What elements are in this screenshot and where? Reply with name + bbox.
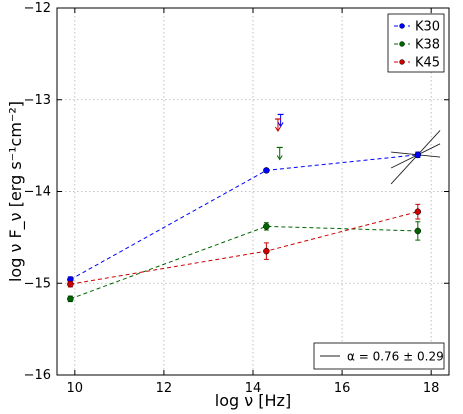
data-marks <box>67 113 422 303</box>
x-tick-label: 12 <box>156 381 173 396</box>
y-tick-label: −14 <box>24 185 51 200</box>
data-point <box>414 208 422 215</box>
legend-label: K30 <box>415 20 440 35</box>
legend-marker <box>399 23 405 29</box>
data-point <box>263 167 270 174</box>
data-point <box>414 151 422 159</box>
y-axis-label: log ν F_ν [erg s⁻¹cm⁻²] <box>6 101 26 282</box>
upper-limit-arrow <box>276 155 283 161</box>
fit-legend: α = 0.76 ± 0.29 <box>313 342 445 370</box>
series-line <box>70 211 418 285</box>
axis-ticks: 10 12 14 16 18 −16 −15 −14 −13 −12 <box>24 1 449 396</box>
data-point <box>263 247 270 255</box>
data-point <box>67 295 74 303</box>
legend-marker <box>399 41 405 47</box>
y-tick-label: −12 <box>24 1 51 16</box>
series-line <box>70 225 418 300</box>
data-point <box>67 280 74 288</box>
x-tick-label: 14 <box>245 381 262 396</box>
x-tick-label: 10 <box>67 381 84 396</box>
legend-label: K38 <box>415 38 440 53</box>
connecting-lines <box>70 154 418 300</box>
y-tick-label: −13 <box>24 93 51 108</box>
legend-label: K45 <box>415 56 440 71</box>
y-tick-label: −15 <box>24 276 51 291</box>
x-axis-label: log ν [Hz] <box>215 391 291 410</box>
x-tick-label: 16 <box>334 381 351 396</box>
data-point <box>414 227 422 235</box>
series-line <box>70 154 418 281</box>
fit-legend-label: α = 0.76 ± 0.29 <box>347 350 444 364</box>
data-point <box>263 223 270 230</box>
upper-limit-arrow <box>277 122 284 128</box>
x-tick-label: 18 <box>423 381 440 396</box>
y-tick-label: −16 <box>24 368 51 383</box>
legend-marker <box>399 59 405 65</box>
legend: K30 K38 K45 <box>387 13 445 73</box>
upper-limit-arrow <box>275 126 281 132</box>
